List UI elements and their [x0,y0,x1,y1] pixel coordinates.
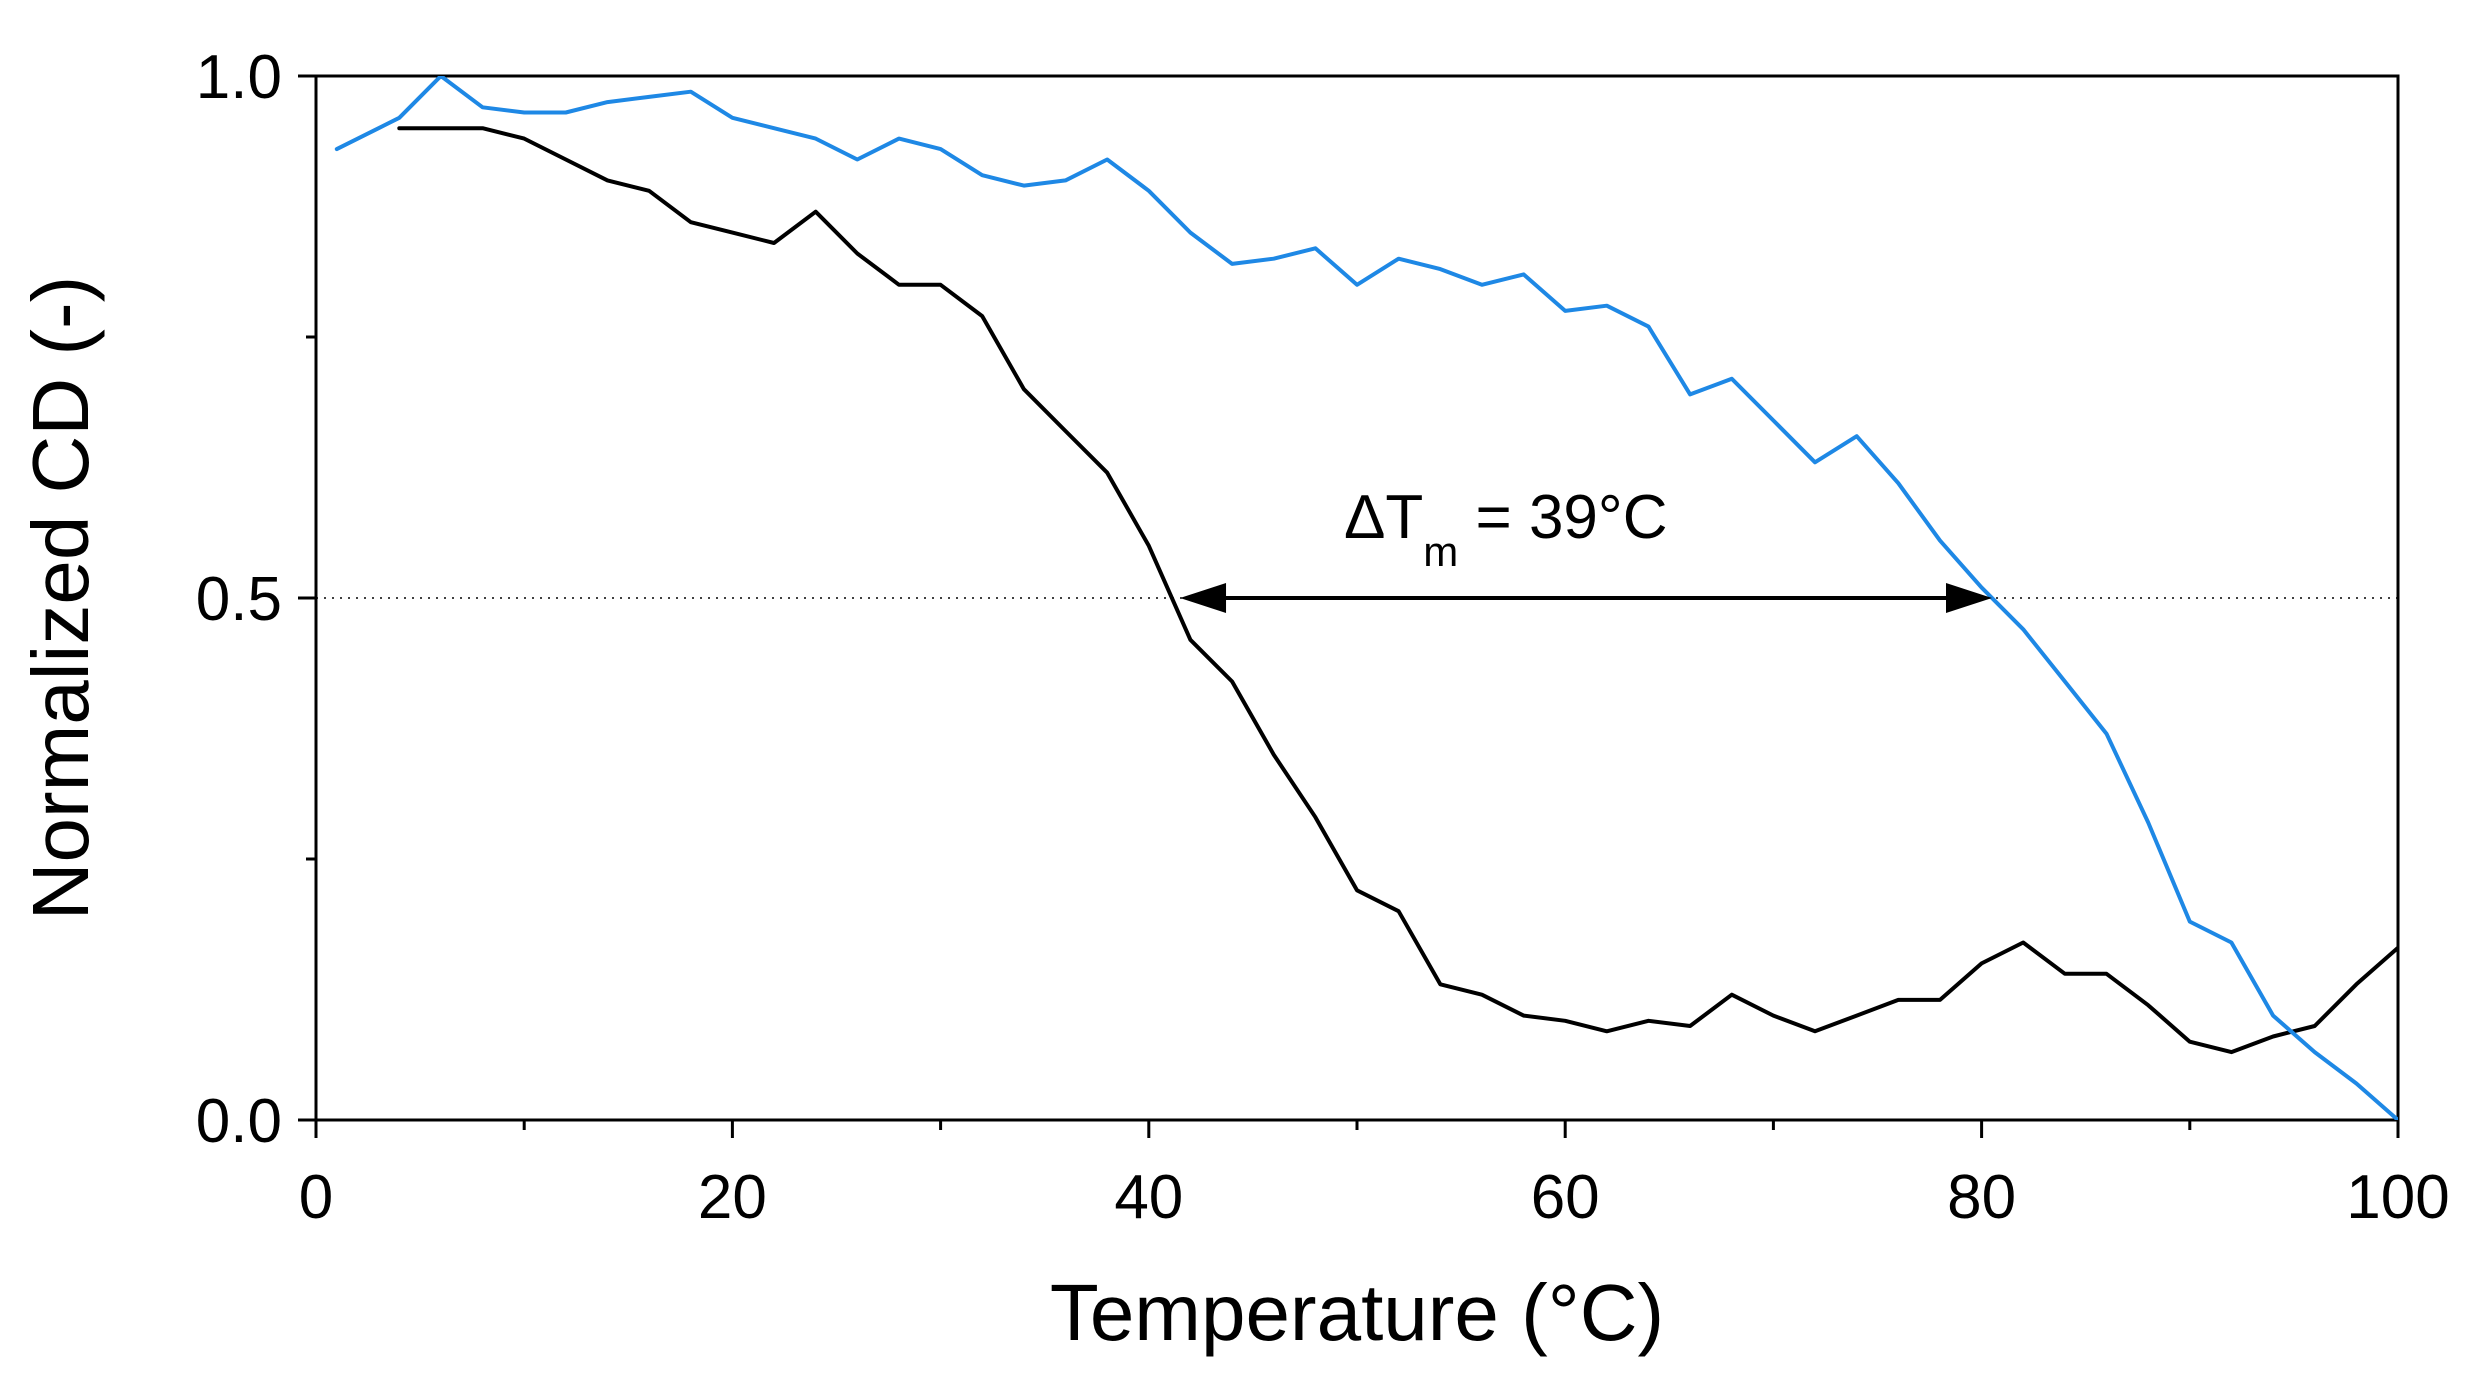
delta-tm-label: ΔTm = 39°C [1344,483,1668,575]
y-axis-title: Normalized CD (-) [16,276,105,921]
series-line-blue-curve [334,76,2398,1120]
annotation-layer: ΔTm = 39°C [1180,483,1993,613]
x-axis-title: Temperature (°C) [1050,1268,1664,1357]
x-tick-label: 100 [2346,1163,2449,1232]
x-tick-label: 0 [299,1163,333,1232]
y-axis-ticks: 0.0 0.5 1.0 [196,43,316,1156]
x-tick-label: 20 [698,1163,767,1232]
y-tick-label: 0.0 [196,1087,282,1156]
x-tick-label: 80 [1947,1163,2016,1232]
y-tick-label: 0.5 [196,565,282,634]
y-tick-label: 1.0 [196,43,282,112]
x-tick-label: 40 [1114,1163,1183,1232]
x-tick-label: 60 [1531,1163,1600,1232]
series-layer [334,76,2398,1120]
series-line-black-curve [397,126,2398,1055]
delta-tm-arrow-head-left [1180,583,1227,613]
x-axis-ticks: 0 20 40 60 80 100 [299,1120,2450,1232]
delta-tm-arrow-head-right [1946,583,1993,613]
